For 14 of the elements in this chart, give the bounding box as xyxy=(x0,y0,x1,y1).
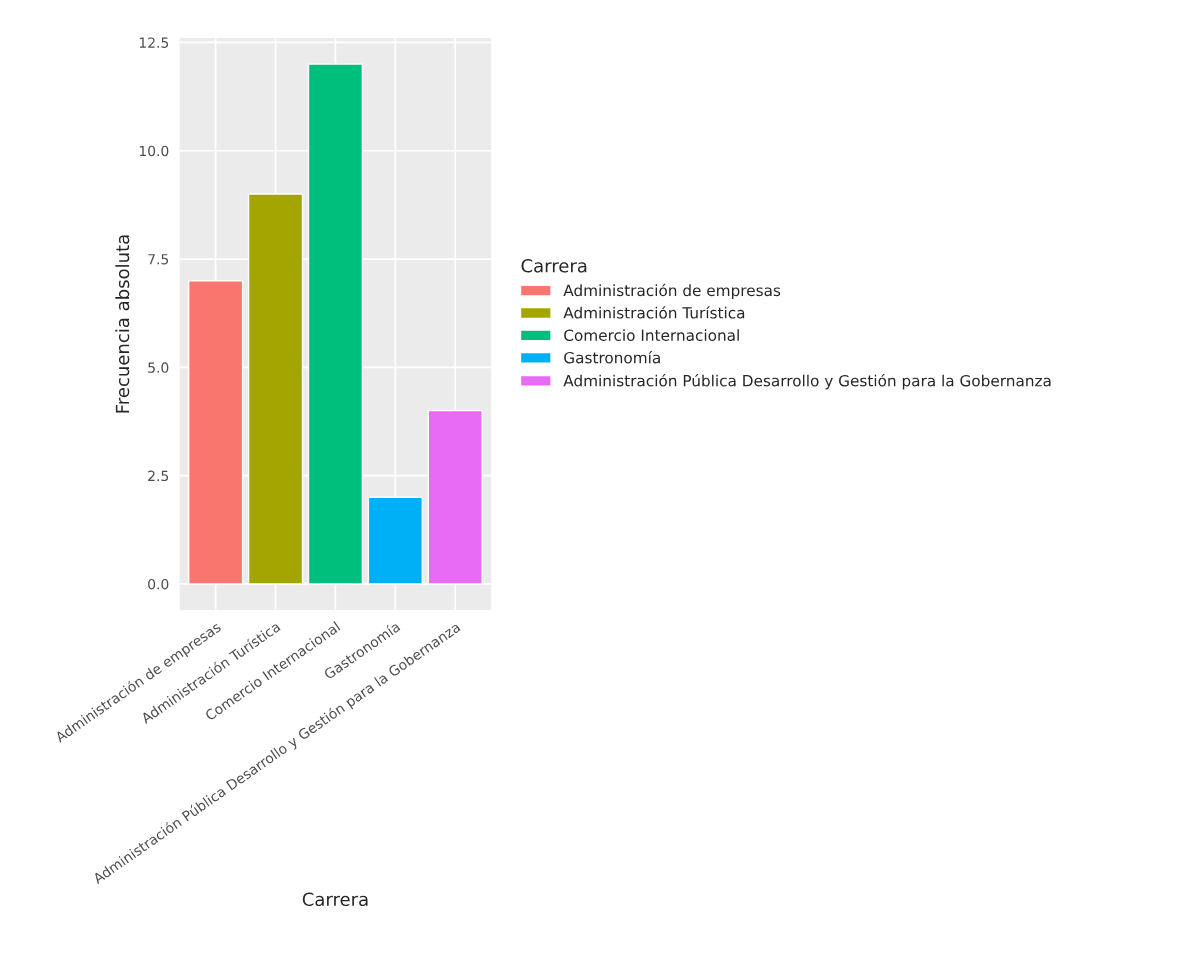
legend-title: Carrera xyxy=(521,258,587,273)
x-axis-title: Carrera xyxy=(302,892,368,907)
legend-label: Comercio Internacional xyxy=(564,329,739,342)
legend-label: Administración Turística xyxy=(563,306,745,319)
y-tick-label: 5.0 xyxy=(148,362,169,373)
y-axis-title: Frecuencia absoluta xyxy=(115,235,130,413)
y-tick-label: 10.0 xyxy=(139,145,169,157)
y-tick-label: 2.5 xyxy=(148,470,169,482)
legend-label: Administración Pública Desarrollo y Gestión para la Gobernanza xyxy=(563,374,1051,390)
legend-label: Gastronomía xyxy=(564,351,660,364)
y-tick-label: 7.5 xyxy=(148,254,169,265)
legend-label: Administración de empresas xyxy=(563,283,781,300)
y-tick-label: 0.0 xyxy=(148,578,169,590)
y-tick-label: 12.5 xyxy=(139,37,169,48)
